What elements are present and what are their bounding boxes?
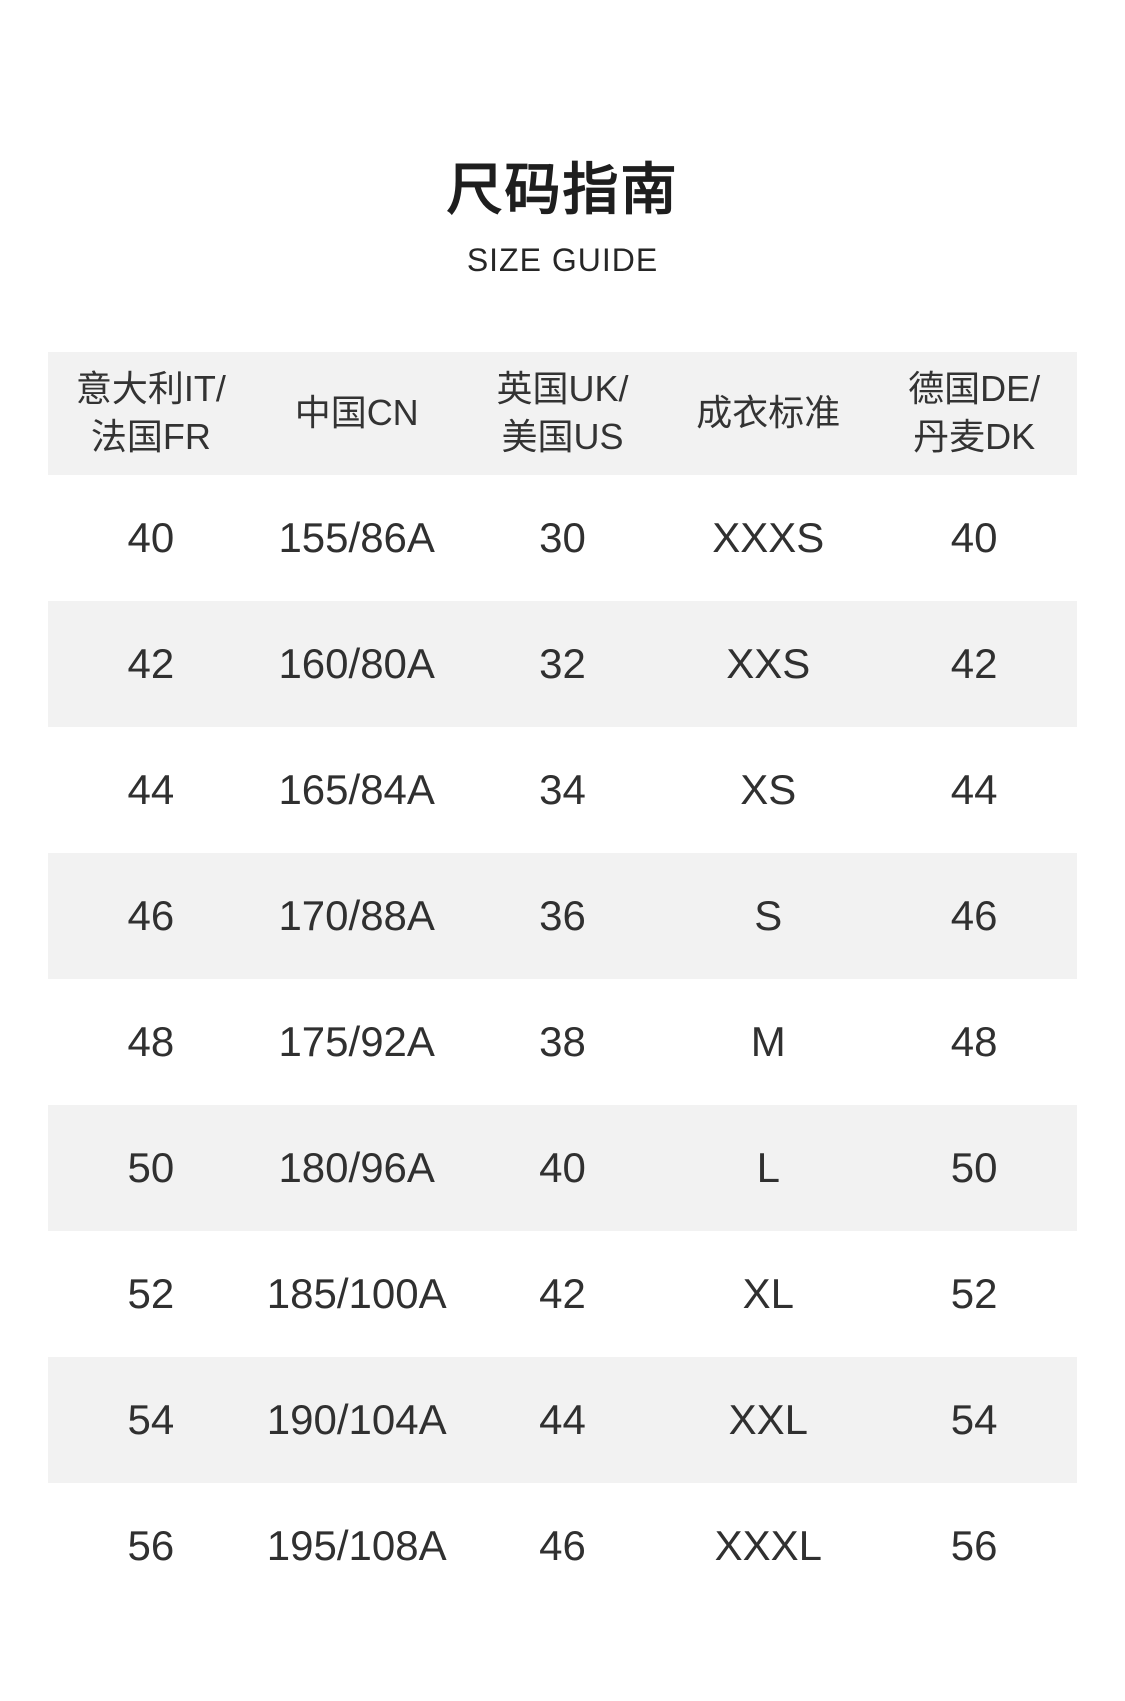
page-subtitle: SIZE GUIDE [466, 242, 659, 279]
table-cell: 44 [539, 1395, 586, 1443]
table-cell: 48 [127, 1017, 175, 1065]
table-cell: 30 [539, 513, 586, 561]
table-cell: 170/88A [278, 891, 435, 939]
table-cell: 52 [127, 1269, 175, 1317]
table-cell: 38 [539, 1017, 586, 1065]
table-cell: 180/96A [278, 1143, 435, 1191]
table-cell: 50 [950, 1143, 998, 1191]
table-cell: 42 [539, 1269, 586, 1317]
table-cell: XS [740, 765, 797, 813]
table-cell: 40 [539, 1143, 586, 1191]
table-row: 44 165/84A 34 XS 44 [48, 726, 1077, 853]
header-line: 中国CN [294, 392, 419, 434]
table-cell: XXS [726, 639, 811, 687]
header-line: 法国FR [90, 416, 211, 458]
header-cell: 意大利IT/法国FR [48, 352, 254, 475]
table-cell: L [756, 1143, 780, 1191]
table-cell: 175/92A [278, 1017, 435, 1065]
table-cell: 54 [950, 1395, 998, 1443]
header-line: 德国DE/ [908, 368, 1041, 410]
header-line: 意大利IT/ [75, 368, 226, 410]
table-cell: XXXL [714, 1521, 822, 1569]
header-cell: 中国CN [254, 352, 460, 475]
table-row: 46 170/88A 36 S 46 [48, 852, 1077, 979]
table-cell: S [754, 891, 783, 939]
table-cell: 50 [127, 1143, 175, 1191]
table-cell: 44 [127, 765, 175, 813]
table-body: 40 155/86A 30 XXXS 40 42 160/80A 32 XXS 42 44 165/8… [48, 474, 1077, 1609]
table-row: 52 185/100A 42 XL 52 [48, 1230, 1077, 1357]
table-cell: 155/86A [278, 513, 435, 561]
header-line: 英国UK/ [496, 368, 629, 410]
table-row: 48 175/92A 38 M 48 [48, 978, 1077, 1105]
page-title: 尺码指南 [446, 158, 679, 221]
table-cell: 48 [950, 1017, 998, 1065]
table-cell: 32 [539, 639, 586, 687]
header-cell: 英国UK/美国US [460, 352, 666, 475]
table-cell: 46 [950, 891, 998, 939]
table-cell: 42 [127, 639, 175, 687]
table-row: 42 160/80A 32 XXS 42 [48, 600, 1077, 727]
table-cell: 190/104A [266, 1395, 447, 1443]
table-cell: 52 [950, 1269, 998, 1317]
table-cell: 36 [539, 891, 586, 939]
header-line: 丹麦DK [913, 416, 1036, 458]
header-line: 成衣标准 [696, 392, 841, 434]
table-row: 40 155/86A 30 XXXS 40 [48, 474, 1077, 601]
table-cell: XXL [728, 1395, 808, 1443]
table-cell: 40 [950, 513, 998, 561]
size-guide-table: 意大利IT/法国FR 中国CN 英国UK/美国US 成衣标准 德国DE/丹麦DK 40 1… [48, 351, 1077, 1609]
table-cell: 185/100A [266, 1269, 447, 1317]
table-cell: M [750, 1017, 786, 1065]
table-cell: 34 [539, 765, 586, 813]
table-cell: 42 [950, 639, 998, 687]
table-cell: 40 [127, 513, 175, 561]
table-row: 50 180/96A 40 L 50 [48, 1104, 1077, 1231]
header-cell: 德国DE/丹麦DK [871, 352, 1077, 475]
table-cell: 46 [127, 891, 175, 939]
table-cell: 160/80A [278, 639, 435, 687]
table-cell: XXXS [712, 513, 825, 561]
table-row: 56 195/108A 46 XXXL 56 [48, 1482, 1077, 1609]
table-cell: 44 [950, 765, 998, 813]
header-line: 美国US [501, 416, 624, 458]
table-cell: 165/84A [278, 765, 435, 813]
table-cell: 46 [539, 1521, 586, 1569]
table-cell: 56 [127, 1521, 175, 1569]
header-cell: 成衣标准 [665, 352, 871, 475]
table-cell: 195/108A [266, 1521, 447, 1569]
table-row: 54 190/104A 44 XXL 54 [48, 1356, 1077, 1483]
table-header: 意大利IT/法国FR 中国CN 英国UK/美国US 成衣标准 德国DE/丹麦DK [48, 351, 1077, 475]
table-cell: 54 [127, 1395, 175, 1443]
table-cell: XL [742, 1269, 794, 1317]
table-cell: 56 [950, 1521, 998, 1569]
